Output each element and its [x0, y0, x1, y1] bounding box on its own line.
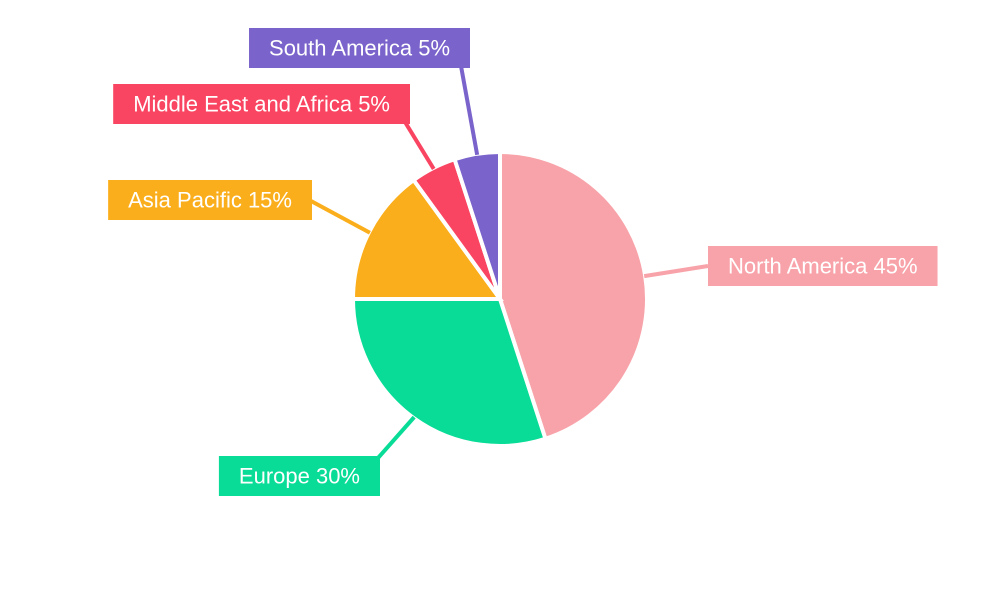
slice-label-text-south-america: South America 5%	[269, 36, 450, 61]
slice-label-box-europe	[218, 456, 380, 496]
slice-label-box-asia-pacific	[108, 180, 312, 220]
slice-label-text-europe: Europe 30%	[239, 464, 360, 489]
leader-line-south-america	[459, 65, 480, 156]
slice-label-box-north-america	[708, 246, 938, 286]
slice-label-text-asia-pacific: Asia Pacific 15%	[128, 188, 292, 213]
leader-line-europe	[376, 415, 416, 460]
leader-line-north-america	[643, 264, 709, 279]
slice-label-south-america: South America 5%	[249, 28, 470, 68]
slice-label-box-south-america	[249, 28, 470, 68]
slice-label-north-america: North America 45%	[708, 246, 938, 286]
leader-line-middle-east-and-africa	[403, 120, 436, 170]
slice-label-europe: Europe 30%	[218, 456, 380, 496]
slice-label-box-middle-east-and-africa	[113, 84, 410, 124]
slice-label-middle-east-and-africa: Middle East and Africa 5%	[113, 84, 410, 124]
slice-label-asia-pacific: Asia Pacific 15%	[108, 180, 312, 220]
slice-label-text-middle-east-and-africa: Middle East and Africa 5%	[133, 92, 390, 117]
slice-label-text-north-america: North America 45%	[728, 254, 918, 279]
leader-line-asia-pacific	[310, 199, 371, 235]
